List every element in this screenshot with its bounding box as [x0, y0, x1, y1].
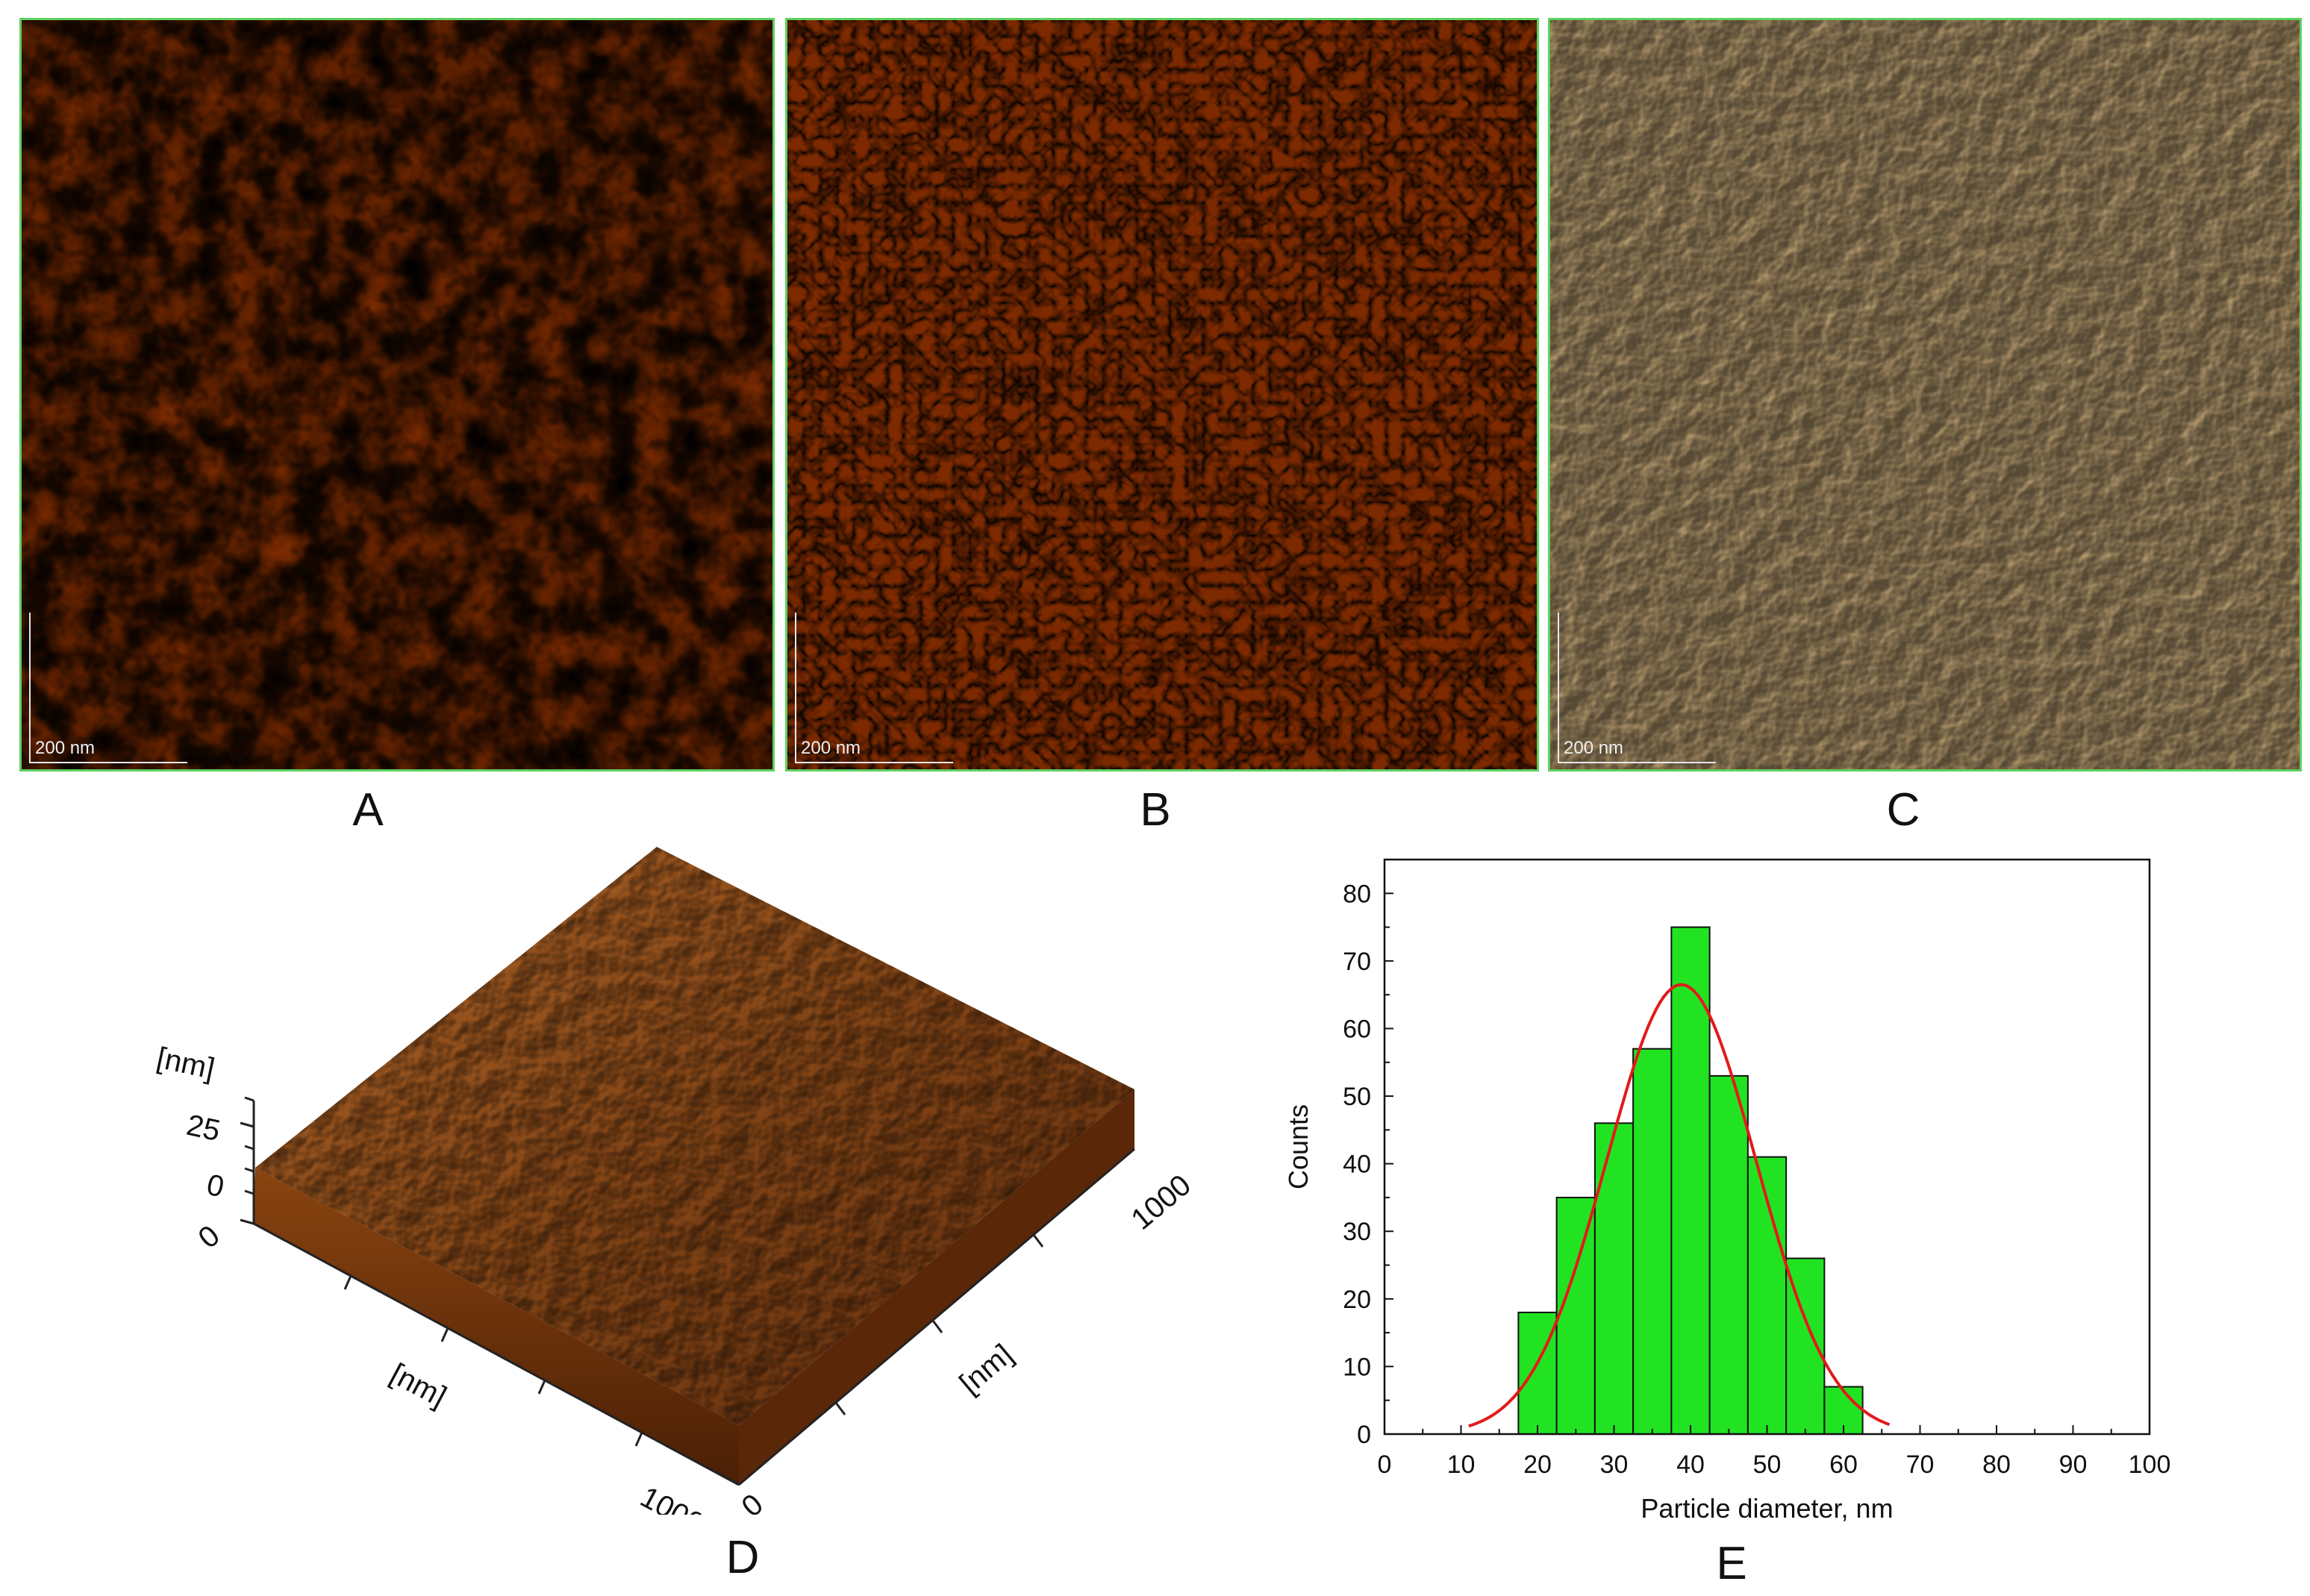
x-axis-title: Particle diameter, nm	[1641, 1493, 1893, 1524]
afm-amplitude-c	[1550, 20, 2300, 769]
x-end-label: 1000	[635, 1480, 709, 1515]
y-tick-label-10: 10	[1343, 1353, 1371, 1381]
scale-label-a: 200 nm	[35, 738, 96, 758]
panel-label-c: C	[1886, 784, 1920, 836]
surface-side-right	[739, 1089, 1134, 1485]
scale-bar-b	[795, 613, 953, 763]
y-origin-label: 0	[736, 1488, 770, 1515]
histogram-svg: 0 10 20 30 40 50 60 70 80 90 100 0 10 20 30 40 50 60 70 80 P…	[1283, 858, 2171, 1524]
z-tick-top: 25	[184, 1109, 223, 1148]
x-tick-label-100: 100	[2129, 1451, 2171, 1479]
afm-image-b: 200 nm	[785, 18, 1539, 772]
y-axis-title: Counts	[1283, 1104, 1314, 1189]
gaussian-fit-curve	[1468, 983, 1891, 1428]
y-tick-label-0: 0	[1357, 1421, 1371, 1449]
x-origin-label: 0	[193, 1219, 226, 1255]
x-tick-label-90: 90	[2059, 1451, 2088, 1479]
histogram-bar-20	[1517, 1311, 1558, 1435]
x-tick-label-0: 0	[1378, 1451, 1392, 1479]
x-tick-label-40: 40	[1676, 1451, 1705, 1479]
x-tick-label-20: 20	[1523, 1451, 1552, 1479]
afm-image-c: 200 nm	[1548, 18, 2302, 772]
scale-label-c: 200 nm	[1564, 738, 1624, 758]
y-tick-label-20: 20	[1343, 1286, 1371, 1314]
afm-image-a: 200 nm	[19, 18, 775, 772]
panel-label-b: B	[1140, 784, 1171, 836]
y-end-label: 1000	[1126, 1168, 1197, 1236]
y-tick-label-60: 60	[1343, 1015, 1371, 1043]
x-tick-label-50: 50	[1753, 1451, 1782, 1479]
panel-label-a: A	[352, 784, 384, 836]
afm-phase-b	[787, 20, 1537, 769]
scale-bar-a	[29, 613, 187, 763]
y-axis-label: [nm]	[954, 1338, 1020, 1401]
surface-3d-svg: [nm] 25 0 0 [nm] 1000 0 [nm] 1000	[154, 847, 1197, 1541]
x-tick-label-80: 80	[1982, 1451, 2011, 1479]
x-tick-label-30: 30	[1600, 1451, 1629, 1479]
histogram-bar-25	[1555, 1196, 1596, 1435]
x-tick-label-60: 60	[1829, 1451, 1858, 1479]
y-tick-label-50: 50	[1343, 1083, 1371, 1111]
z-axis-label: [nm]	[154, 1042, 217, 1086]
y-tick-label-40: 40	[1343, 1151, 1371, 1179]
x-tick-label-10: 10	[1447, 1451, 1476, 1479]
panel-label-d: D	[725, 1532, 760, 1583]
panel-label-e: E	[1716, 1538, 1747, 1589]
z-tick-bottom: 0	[204, 1168, 227, 1204]
afm-topography-a	[22, 20, 772, 769]
x-tick-label-70: 70	[1906, 1451, 1935, 1479]
y-tick-label-30: 30	[1343, 1218, 1371, 1246]
scale-label-b: 200 nm	[801, 738, 861, 758]
y-tick-label-70: 70	[1343, 948, 1371, 976]
histogram-bar-35	[1632, 1048, 1673, 1436]
histogram-bar-45	[1708, 1074, 1749, 1435]
y-tick-label-80: 80	[1343, 880, 1371, 908]
surface-side-left	[254, 1168, 739, 1485]
x-axis-label: [nm]	[385, 1357, 452, 1413]
particle-size-histogram: 0 10 20 30 40 50 60 70 80 90 100 0 10 20 30 40 50 60 70 80 P…	[1269, 843, 2299, 1530]
afm-3d-surface: [nm] 25 0 0 [nm] 1000 0 [nm] 1000	[142, 843, 1202, 1541]
histogram-bar-30	[1593, 1122, 1635, 1435]
scale-bar-c	[1558, 613, 1716, 763]
